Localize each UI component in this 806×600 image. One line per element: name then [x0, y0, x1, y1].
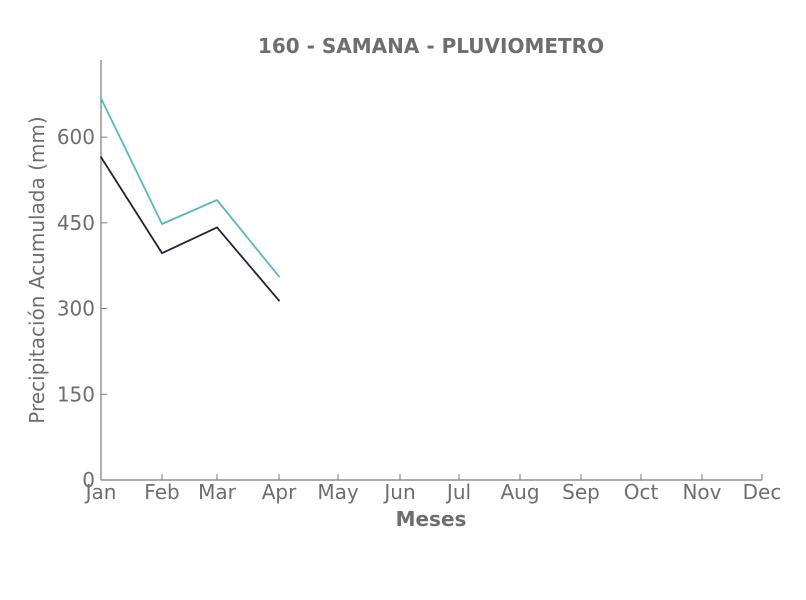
x-tick-label: Jan	[84, 480, 117, 504]
x-tick-label: Aug	[500, 480, 539, 504]
chart-title: 160 - SAMANA - PLUVIOMETRO	[258, 34, 604, 58]
x-tick-label: May	[317, 480, 359, 504]
series-line-2	[100, 156, 280, 302]
x-tick-label: Apr	[262, 480, 297, 504]
x-tick-label: Mar	[198, 480, 237, 504]
x-tick-label: Dec	[743, 480, 782, 504]
x-axis-label: Meses	[396, 507, 467, 531]
y-tick-label: 0	[82, 468, 95, 492]
y-tick-label: 300	[57, 297, 95, 321]
y-tick-label: 150	[57, 382, 95, 406]
x-tick-label: Nov	[682, 480, 721, 504]
x-axis-ticks: Jan Feb Mar Apr May Jun Jul Aug Sep Oct Nov Dec	[84, 474, 782, 504]
y-axis-ticks: 0 150 300 450 600	[57, 125, 107, 492]
series-group	[100, 97, 280, 302]
y-tick-label: 450	[57, 211, 95, 235]
x-tick-label: Jul	[445, 480, 471, 504]
y-tick-label: 600	[57, 125, 95, 149]
x-tick-label: Sep	[562, 480, 600, 504]
x-tick-label: Jun	[382, 480, 415, 504]
plot-area	[100, 60, 762, 481]
x-tick-label: Feb	[144, 480, 179, 504]
series-line-1	[100, 97, 280, 278]
y-axis-label: Precipitación Acumulada (mm)	[25, 116, 49, 423]
x-tick-label: Oct	[624, 480, 659, 504]
